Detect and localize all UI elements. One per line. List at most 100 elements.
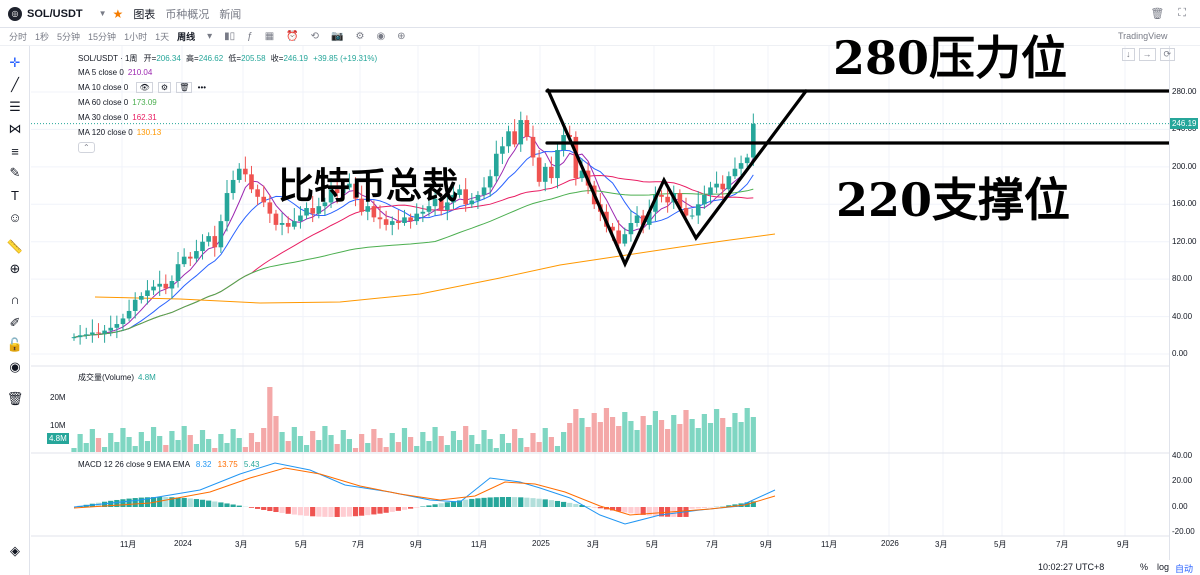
volume-bar: [616, 426, 622, 452]
eye-icon[interactable]: 👁: [136, 82, 153, 93]
log-toggle[interactable]: log: [1157, 562, 1170, 572]
layers-icon[interactable]: ◈: [10, 543, 20, 558]
candle-body: [145, 290, 150, 296]
candle-body: [622, 234, 628, 244]
candle-body: [347, 183, 352, 188]
macd-histogram-bar: [695, 507, 701, 509]
chevron-down-icon[interactable]: ▼: [98, 9, 107, 18]
timeframe-1h[interactable]: 1小时: [124, 32, 148, 42]
templates-icon[interactable]: ▦: [264, 31, 275, 42]
auto-toggle[interactable]: 自动: [1175, 564, 1194, 574]
legend-ma30[interactable]: MA 30 close 0 162.31: [78, 113, 157, 122]
lock-icon[interactable]: 🔓: [6, 337, 24, 352]
symbol-name[interactable]: SOL/USDT: [27, 7, 83, 20]
candle-body: [616, 230, 621, 244]
text-tool-icon[interactable]: T: [11, 187, 19, 203]
alert-icon[interactable]: ⏰: [286, 31, 299, 42]
candle-body: [334, 189, 340, 194]
macd-histogram-bar: [622, 507, 628, 513]
tab-coin-overview[interactable]: 币种概况: [165, 8, 210, 21]
volume-bar: [536, 442, 542, 452]
volume-bar: [303, 445, 310, 452]
delete-icon[interactable]: 🗑: [176, 82, 193, 93]
timeframe-15m[interactable]: 15分钟: [88, 32, 117, 42]
legend-ma60[interactable]: MA 60 close 0 173.09: [78, 98, 157, 107]
collapse-legend-button[interactable]: ⌃: [78, 142, 95, 153]
arrow-right-icon[interactable]: →: [1138, 48, 1156, 61]
horizontal-lines-icon[interactable]: ☰: [9, 99, 21, 114]
magnet-icon[interactable]: ∩: [10, 291, 20, 307]
settings-icon[interactable]: ⚙: [157, 82, 172, 93]
time-axis-label: 3月: [587, 540, 600, 549]
arrow-down-icon[interactable]: ↓: [1122, 48, 1135, 61]
star-icon[interactable]: ★: [112, 6, 124, 21]
timeframe-weekly[interactable]: 周线: [177, 32, 196, 42]
macd-signal-line: [73, 467, 776, 516]
timeframe-1d[interactable]: 1天: [155, 32, 170, 42]
add-icon[interactable]: ⊕: [397, 31, 406, 42]
macd-histogram-bar: [267, 507, 273, 512]
percent-toggle[interactable]: %: [1140, 562, 1149, 572]
volume-bar: [89, 429, 95, 452]
record-icon[interactable]: ◉: [376, 31, 386, 42]
refresh-icon[interactable]: ⟳: [1159, 48, 1176, 61]
legend-ma10[interactable]: MA 10 close 0 👁 ⚙ 🗑 •••: [78, 82, 207, 93]
macd-histogram-bar: [573, 503, 579, 507]
volume-bar: [218, 434, 224, 452]
chart-type-icon[interactable]: ▮▯: [224, 31, 236, 42]
volume-bar: [652, 411, 658, 452]
emoji-icon[interactable]: ☺: [8, 209, 22, 225]
macd-histogram-bar: [352, 507, 359, 517]
more-icon[interactable]: •••: [197, 83, 207, 92]
tab-news[interactable]: 新闻: [219, 8, 242, 21]
volume-bar: [530, 433, 536, 452]
time-axis-label: 11月: [821, 540, 838, 549]
indicators-icon[interactable]: ƒ: [247, 31, 253, 42]
volume-bar: [150, 427, 157, 452]
candle-body: [230, 179, 236, 194]
tab-chart[interactable]: 图表: [133, 8, 156, 21]
candle-body: [744, 157, 750, 164]
candle-body: [573, 136, 579, 179]
lock-drawing-icon[interactable]: ✐: [9, 315, 21, 330]
legend-ma5[interactable]: MA 5 close 0 210.04: [78, 68, 153, 77]
replay-icon[interactable]: ⟲: [310, 31, 320, 42]
timeframe-5m[interactable]: 5分钟: [57, 32, 81, 42]
eye-icon[interactable]: ◉: [9, 359, 21, 374]
volume-bar: [463, 426, 469, 452]
volume-bar: [383, 447, 389, 452]
settings-icon[interactable]: ⚙: [355, 31, 365, 42]
brush-icon[interactable]: ✎: [9, 165, 21, 180]
timeframe-tick[interactable]: 分时: [9, 32, 28, 42]
macd-histogram-bar: [640, 507, 646, 515]
legend-ma120[interactable]: MA 120 close 0 130.13: [78, 128, 162, 137]
macd-histogram-bar: [646, 507, 652, 516]
macd-histogram-bar: [389, 507, 395, 512]
macd-histogram-bar: [108, 500, 114, 507]
zoom-icon[interactable]: ⊕: [9, 261, 21, 276]
fullscreen-icon[interactable]: ⛶: [1178, 7, 1186, 19]
volume-bar: [438, 436, 444, 452]
camera-icon[interactable]: 📷: [331, 31, 344, 42]
price-axis-label: 240.00: [1172, 124, 1197, 134]
trash-icon[interactable]: 🗑: [6, 391, 24, 406]
crosshair-icon[interactable]: ✛: [9, 55, 21, 70]
volume-bar: [371, 429, 377, 452]
price-axis[interactable]: ↓ → ⟳: [1122, 46, 1200, 560]
volume-bar: [456, 440, 463, 452]
price-chart[interactable]: [31, 46, 1169, 560]
pitchfork-icon[interactable]: ⋈: [8, 121, 22, 136]
trendline-icon[interactable]: ╱: [11, 77, 19, 92]
candle-body: [536, 157, 542, 182]
dropdown-icon[interactable]: ▾: [207, 31, 213, 42]
fib-icon[interactable]: ≡: [11, 143, 19, 159]
volume-bar: [554, 446, 561, 452]
macd-histogram-bar: [616, 507, 622, 512]
timeframe-1s[interactable]: 1秒: [35, 32, 50, 42]
macd-histogram-bar: [181, 497, 187, 507]
delete-icon[interactable]: 🗑: [1150, 8, 1165, 20]
ruler-icon[interactable]: 📏: [6, 239, 24, 254]
macd-histogram-bar: [395, 507, 401, 511]
macd-histogram-bar: [481, 497, 487, 507]
macd-histogram-bar: [218, 502, 224, 507]
